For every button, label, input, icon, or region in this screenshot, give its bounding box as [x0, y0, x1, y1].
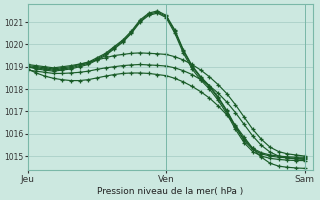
- X-axis label: Pression niveau de la mer( hPa ): Pression niveau de la mer( hPa ): [97, 187, 244, 196]
